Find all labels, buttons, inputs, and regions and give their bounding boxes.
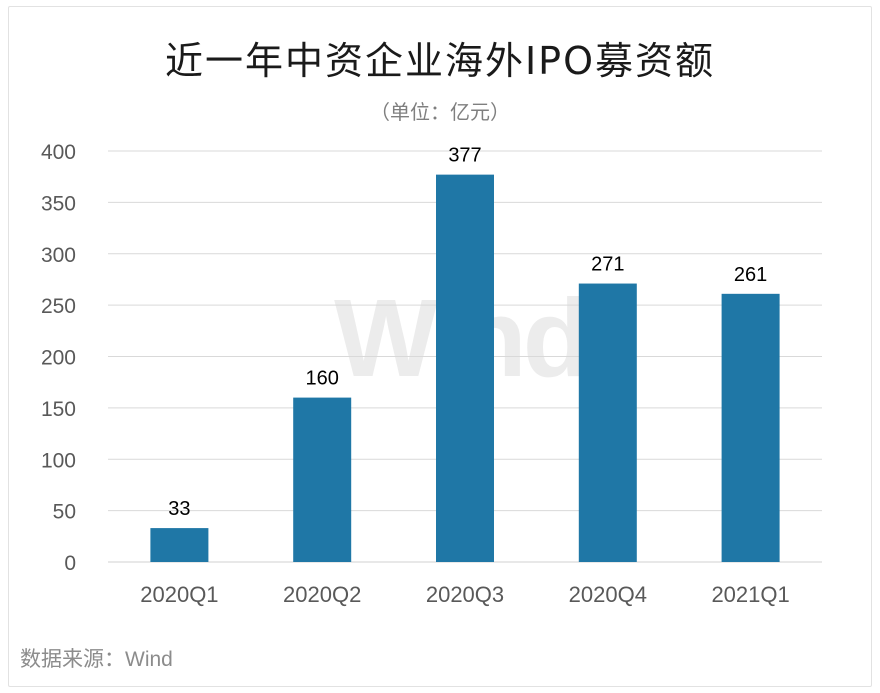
bar-2021Q1 [721,293,780,562]
y-tick-label: 100 [41,449,76,472]
x-tick-label: 2021Q1 [711,582,789,607]
bar-2020Q1 [150,528,209,562]
x-tick-label: 2020Q4 [569,582,647,607]
data-label: 160 [306,368,339,390]
data-labels: 33 160 377 271 261 [168,145,767,520]
x-tick-label: 2020Q3 [426,582,504,607]
source-note: 数据来源：Wind [20,648,173,671]
y-tick-label: 300 [41,244,76,267]
bar-2020Q4 [578,283,637,562]
bar-2020Q2 [293,397,352,562]
bars [150,174,780,562]
chart-subtitle: （单位：亿元） [370,100,510,124]
y-axis-ticks: 0 50 100 150 200 250 300 350 400 [41,141,76,575]
y-tick-label: 50 [53,501,76,524]
y-tick-label: 150 [41,398,76,421]
bar-2020Q3 [436,174,494,562]
y-tick-label: 250 [41,295,76,318]
y-tick-label: 0 [64,552,76,575]
x-tick-label: 2020Q2 [283,582,361,607]
chart-title: 近一年中资企业海外IPO募资额 [164,39,716,83]
y-tick-label: 350 [41,192,76,215]
data-label: 271 [591,254,624,276]
y-tick-label: 200 [41,347,76,370]
y-tick-label: 400 [41,141,76,164]
data-label: 261 [734,264,767,286]
x-tick-label: 2020Q1 [140,582,218,607]
data-label: 33 [168,498,190,520]
x-axis-ticks: 2020Q1 2020Q2 2020Q3 2020Q4 2021Q1 [140,582,789,607]
data-label: 377 [448,145,481,167]
